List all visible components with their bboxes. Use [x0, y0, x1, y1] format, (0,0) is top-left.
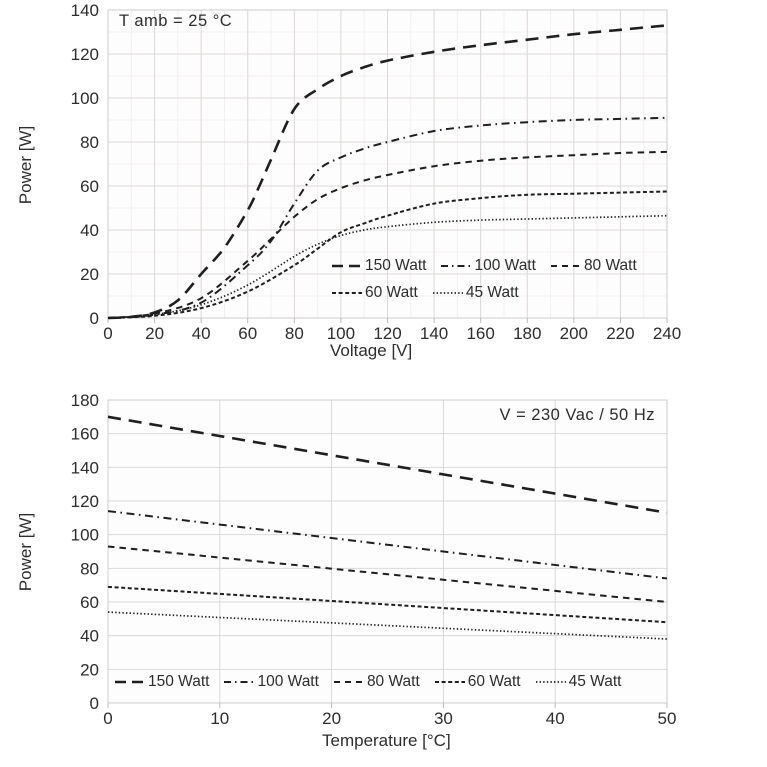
power-vs-voltage-plot: 0 20 40 60 80 100 120 140 160 180 200 220 240 0 20 40 60…: [71, 1, 682, 343]
legend-line-sample: [535, 681, 566, 683]
legend-item-45-watt: 45 Watt: [432, 284, 519, 302]
x-tick-label: 160: [466, 324, 494, 343]
legend-top: 150 Watt 100 Watt 80 Watt 60 Watt 45 Watt: [331, 257, 637, 302]
y-tick-label: 20: [80, 660, 99, 679]
x-tick-label: 20: [322, 709, 341, 728]
legend-label: 80 Watt: [366, 673, 420, 690]
legend-item-150-watt: 150 Watt: [331, 257, 426, 275]
y-axis-label-power-bottom: Power [W]: [16, 512, 36, 592]
y-tick-label: 120: [71, 45, 99, 64]
x-axis-label-voltage: Voltage [V]: [330, 341, 413, 360]
legend-label: 60 Watt: [365, 284, 418, 301]
series-line-150-watt: [107, 24, 668, 320]
legend-row: 150 Watt 100 Watt 80 Watt: [331, 257, 637, 275]
power-vs-voltage-chart: 0 20 40 60 80 100 120 140 160 180 200 220 240 0 20 40 60…: [0, 0, 767, 372]
x-tick-label: 120: [373, 324, 401, 343]
legend-item-150-watt: 150 Watt: [114, 673, 209, 691]
y-tick-label: 140: [71, 1, 99, 20]
legend-label: 60 Watt: [467, 673, 521, 690]
x-tick-label: 0: [103, 709, 112, 728]
legend-item-60-watt: 60 Watt: [331, 284, 418, 302]
series-line-100-watt: [107, 510, 668, 580]
y-tick-label: 60: [80, 593, 99, 612]
legend-label: 150 Watt: [148, 673, 210, 690]
power-vs-temperature-chart: 0 10 20 30 40 50 0 20 40 60 80 100 120 140 160 180 V = …: [0, 383, 767, 767]
y-tick-label: 180: [71, 391, 99, 410]
x-tick-label: 80: [285, 324, 304, 343]
legend-item-80-watt: 80 Watt: [550, 257, 637, 275]
y-tick-label: 120: [71, 492, 99, 511]
series-line-60-watt: [107, 585, 668, 624]
legend-label: 100 Watt: [257, 673, 319, 690]
series-line-150-watt: [107, 415, 668, 515]
legend-line-sample: [332, 264, 362, 268]
y-tick-label: 140: [71, 458, 99, 477]
x-tick-label: 180: [513, 324, 541, 343]
legend-line-sample: [115, 680, 145, 684]
legend-line-sample: [224, 681, 255, 683]
legend-label: 80 Watt: [583, 257, 637, 274]
series-line-45-watt: [107, 214, 668, 319]
y-tick-label: 20: [80, 265, 99, 284]
x-tick-label: 20: [145, 324, 164, 343]
voltage-frequency-annotation: V = 230 Vac / 50 Hz: [499, 406, 655, 424]
legend-line-sample: [332, 292, 362, 294]
y-tick-label: 100: [71, 526, 99, 545]
y-tick-label: 80: [80, 559, 99, 578]
ambient-temperature-annotation: T amb = 25 °C: [119, 12, 233, 30]
legend-bottom: 150 Watt 100 Watt 80 Watt 60 Watt 45 Watt: [114, 673, 621, 691]
legend-line-sample: [333, 681, 364, 683]
y-tick-label: 60: [80, 177, 99, 196]
legend-item-80-watt: 80 Watt: [333, 673, 420, 691]
y-tick-label: 100: [71, 89, 99, 108]
legend-item-45-watt: 45 Watt: [535, 673, 622, 691]
legend-line-sample: [441, 265, 472, 267]
power-vs-temperature-plot: 0 10 20 30 40 50 0 20 40 60 80 100 120 140 160 180: [71, 391, 677, 728]
legend-line-sample: [434, 681, 465, 683]
y-tick-label: 0: [90, 309, 99, 328]
y-tick-label: 40: [80, 221, 99, 240]
legend-label: 100 Watt: [474, 257, 536, 274]
y-tick-label: 0: [90, 694, 99, 713]
x-tick-label: 50: [658, 709, 677, 728]
legend-label: 45 Watt: [568, 673, 622, 690]
x-axis-label-temperature: Temperature [°C]: [322, 731, 451, 750]
legend-item-100-watt: 100 Watt: [223, 673, 319, 691]
x-tick-label: 240: [653, 324, 681, 343]
legend-line-sample: [432, 292, 463, 294]
legend-row: 60 Watt 45 Watt: [331, 284, 637, 302]
series-line-60-watt: [107, 190, 668, 319]
y-tick-label: 80: [80, 133, 99, 152]
series-line-80-watt: [107, 545, 668, 603]
x-tick-label: 10: [210, 709, 229, 728]
x-tick-label: 30: [434, 709, 453, 728]
plot-background: [108, 400, 667, 703]
plot-border: [107, 399, 668, 704]
series-line-80-watt: [107, 150, 668, 319]
x-tick-label: 40: [546, 709, 565, 728]
legend-item-100-watt: 100 Watt: [440, 257, 536, 275]
y-axis-label-power-top: Power [W]: [16, 125, 36, 205]
x-tick-label: 200: [560, 324, 588, 343]
legend-label: 150 Watt: [365, 257, 427, 274]
legend-item-60-watt: 60 Watt: [434, 673, 521, 691]
y-tick-label: 40: [80, 627, 99, 646]
legend-label: 45 Watt: [465, 284, 519, 301]
y-tick-label: 160: [71, 425, 99, 444]
x-tick-label: 60: [238, 324, 257, 343]
x-tick-label: 0: [103, 324, 112, 343]
legend-line-sample: [550, 265, 581, 267]
legend-row: 150 Watt 100 Watt 80 Watt 60 Watt 45 Watt: [114, 673, 621, 691]
x-tick-label: 220: [606, 324, 634, 343]
x-tick-label: 100: [327, 324, 355, 343]
x-tick-label: 140: [420, 324, 448, 343]
x-tick-label: 40: [192, 324, 211, 343]
